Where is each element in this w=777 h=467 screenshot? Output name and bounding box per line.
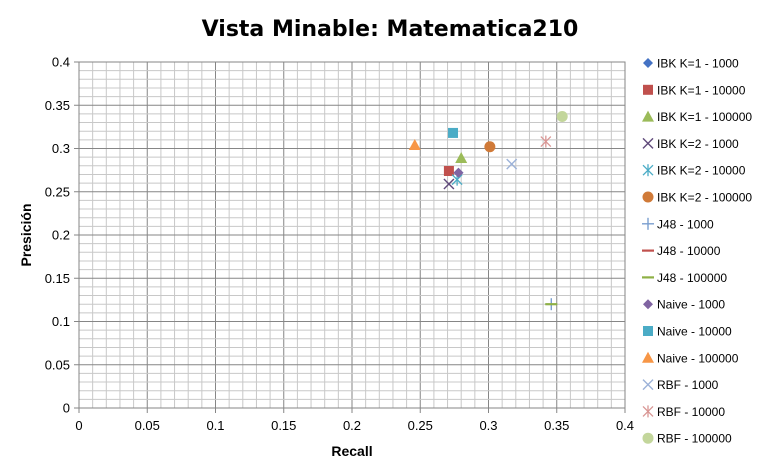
- legend-item: Naive - 100000: [642, 351, 739, 365]
- legend-item: IBK K=2 - 10000: [642, 164, 746, 178]
- x-axis-ticks: 0 0.05 0.1 0.15 0.2 0.25 0.3 0.35 0.4: [75, 408, 634, 433]
- data-point: [453, 167, 464, 178]
- x-tick-label: 0.2: [343, 418, 361, 433]
- data-point: [506, 158, 518, 170]
- legend-label: IBK K=1 - 10000: [657, 83, 746, 97]
- y-tick-label: 0: [63, 401, 70, 416]
- y-tick-label: 0.2: [52, 228, 70, 243]
- legend-marker: [642, 137, 654, 149]
- y-tick-label: 0.25: [45, 184, 70, 199]
- legend-label: J48 - 10000: [657, 244, 721, 258]
- legend-label: IBK K=2 - 100000: [657, 191, 752, 205]
- data-point: [484, 141, 496, 153]
- legend-marker: [642, 164, 654, 177]
- legend-item: J48 - 1000: [642, 217, 714, 231]
- legend-marker: [643, 84, 653, 95]
- legend-item: RBF - 10000: [642, 405, 725, 419]
- y-tick-label: 0.4: [52, 55, 70, 70]
- data-point: [448, 127, 459, 138]
- legend-item: Naive - 1000: [643, 298, 725, 312]
- legend-marker: [642, 217, 654, 230]
- legend-label: RBF - 1000: [657, 378, 719, 392]
- y-tick-label: 0.05: [45, 357, 70, 372]
- legend-label: Naive - 10000: [657, 325, 732, 339]
- y-axis-ticks: 0 0.05 0.1 0.15 0.2 0.25 0.3 0.35 0.4: [45, 55, 79, 416]
- legend-label: IBK K=2 - 10000: [657, 164, 746, 178]
- data-point: [408, 139, 421, 151]
- x-tick-label: 0.15: [271, 418, 296, 433]
- data-point: [443, 165, 454, 176]
- y-tick-label: 0.35: [45, 98, 70, 113]
- legend-marker: [642, 379, 654, 391]
- legend-item: RBF - 1000: [642, 378, 719, 392]
- chart-title: Vista Minable: Matematica210: [202, 17, 579, 42]
- legend-marker: [642, 432, 654, 444]
- legend-label: IBK K=1 - 100000: [657, 110, 752, 124]
- x-tick-label: 0: [75, 418, 82, 433]
- legend-label: RBF - 100000: [657, 432, 732, 446]
- data-point: [556, 110, 568, 122]
- legend: IBK K=1 - 1000 IBK K=1 - 10000 IBK K=1 - 1…: [642, 57, 752, 446]
- legend-item: IBK K=2 - 1000: [642, 137, 739, 151]
- data-point: [540, 135, 552, 148]
- data-points: [408, 110, 568, 311]
- legend-label: J48 - 100000: [657, 271, 727, 285]
- x-tick-label: 0.3: [479, 418, 497, 433]
- x-tick-label: 0.4: [616, 418, 634, 433]
- legend-marker: [643, 326, 653, 336]
- x-axis-title: Recall: [331, 443, 372, 459]
- x-tick-label: 0.25: [408, 418, 433, 433]
- legend-item: J48 - 10000: [642, 244, 721, 258]
- legend-item: IBK K=1 - 1000: [643, 57, 739, 71]
- legend-item: Naive - 10000: [643, 325, 732, 339]
- data-point: [455, 152, 468, 164]
- y-axis-title: Presición: [18, 203, 34, 266]
- legend-label: IBK K=1 - 1000: [657, 57, 739, 71]
- legend-label: J48 - 1000: [657, 217, 714, 231]
- legend-label: Naive - 100000: [657, 351, 739, 365]
- legend-marker: [642, 351, 654, 363]
- legend-item: IBK K=1 - 100000: [642, 110, 752, 124]
- legend-marker: [643, 299, 653, 310]
- legend-label: RBF - 10000: [657, 405, 725, 419]
- data-point: [443, 178, 455, 190]
- y-tick-label: 0.1: [52, 314, 70, 329]
- legend-marker: [642, 405, 654, 418]
- y-tick-label: 0.15: [45, 271, 70, 286]
- legend-label: Naive - 1000: [657, 298, 725, 312]
- grid-lines: [78, 61, 626, 409]
- legend-item: J48 - 100000: [642, 271, 727, 285]
- x-tick-label: 0.35: [544, 418, 569, 433]
- legend-item: IBK K=2 - 100000: [642, 191, 752, 205]
- legend-marker: [643, 58, 653, 68]
- x-tick-label: 0.1: [206, 418, 224, 433]
- legend-item: IBK K=1 - 10000: [643, 83, 746, 97]
- x-tick-label: 0.05: [135, 418, 160, 433]
- legend-marker: [642, 191, 654, 203]
- legend-item: RBF - 100000: [642, 432, 732, 446]
- legend-label: IBK K=2 - 1000: [657, 137, 739, 151]
- legend-marker: [642, 110, 654, 122]
- y-tick-label: 0.3: [52, 141, 70, 156]
